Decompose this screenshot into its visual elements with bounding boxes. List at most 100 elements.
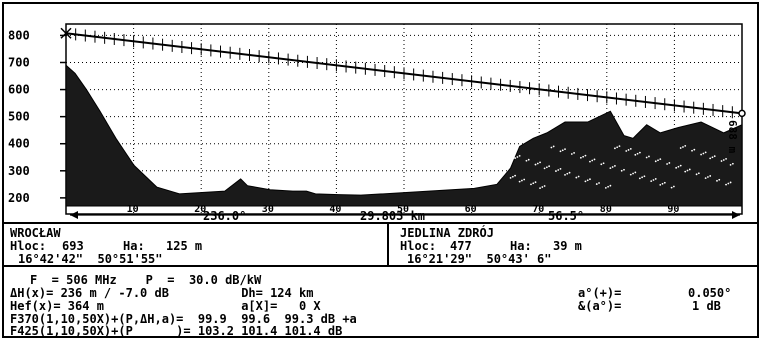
terrain-texture-dot xyxy=(518,155,521,157)
param-line-f370: F370(1,10,50X)+(P,ΔH,a)= 99.9 99.6 99.3 … xyxy=(10,312,357,326)
terrain-texture-dot xyxy=(709,175,712,177)
terrain-texture-dot xyxy=(652,179,655,181)
terrain-texture-dot xyxy=(514,174,517,177)
site-b-hloc-label: Hloc: xyxy=(400,239,437,253)
right-axis-height-label: 688 m xyxy=(726,120,739,154)
site-b-ha-label: Ha: xyxy=(510,239,532,253)
terrain-texture-dot xyxy=(518,180,521,183)
x-tick-label: 30 xyxy=(262,204,274,215)
terrain-texture-dot xyxy=(570,153,573,155)
terrain-texture-dot xyxy=(691,149,693,152)
x-tick-label: 20 xyxy=(194,204,206,215)
terrain-texture-dot xyxy=(589,160,591,163)
site-a-coords: 16°42'42" 50°51'55" xyxy=(18,252,163,266)
terrain-texture-dot xyxy=(573,152,575,154)
terrain-texture-dot xyxy=(586,179,589,182)
terrain-texture-dot xyxy=(559,150,562,153)
terrain-texture-dot xyxy=(598,182,600,184)
site-b-marker xyxy=(738,109,746,118)
terrain-texture-dot xyxy=(677,165,680,168)
terrain-texture-dot xyxy=(616,146,619,149)
terrain-texture-dot xyxy=(527,158,530,161)
x-tick-label: 60 xyxy=(465,204,477,215)
terrain-texture-dot xyxy=(638,151,641,154)
terrain-texture-dot xyxy=(564,173,566,176)
terrain-texture-dot xyxy=(725,183,727,186)
terrain-texture-dot xyxy=(729,163,732,166)
site-a-hloc-label: Hloc: xyxy=(10,239,47,253)
terrain-texture-dot xyxy=(620,169,623,172)
x-tick-label: 40 xyxy=(329,204,341,215)
right-azimuth-label: 56.5° xyxy=(548,209,585,223)
terrain-texture-dot xyxy=(713,155,716,158)
terrain-texture-dot xyxy=(584,154,587,157)
terrain-texture-dot xyxy=(552,145,555,148)
terrain-texture-dot xyxy=(575,176,578,179)
terrain-texture-dot xyxy=(702,152,705,155)
terrain-texture-dot xyxy=(661,182,664,185)
terrain-texture-dot xyxy=(539,161,541,164)
terrain-texture-dot xyxy=(548,165,551,168)
terrain-texture-dot xyxy=(625,150,628,152)
terrain-texture-dot xyxy=(600,163,603,166)
param-line-delta-h: ΔH(x)= 236 m / -7.0 dB Dh= 124 km xyxy=(10,286,314,300)
terrain-texture-dot xyxy=(654,178,657,180)
left-azimuth-label: 236.0° xyxy=(203,209,247,223)
terrain-texture-dot xyxy=(693,148,696,151)
param-line-frequency: F = 506 MHz P = 30.0 dB/kW xyxy=(30,273,262,287)
terrain-texture-dot xyxy=(682,146,684,148)
terrain-texture-dot xyxy=(593,158,596,161)
terrain-texture-dot xyxy=(511,175,514,178)
terrain-texture-dot xyxy=(684,170,687,173)
terrain-texture-dot xyxy=(536,162,539,165)
terrain-texture-dot xyxy=(566,172,569,175)
terrain-texture-dot xyxy=(679,164,682,167)
terrain-texture-dot xyxy=(602,162,605,165)
terrain-texture-dot xyxy=(725,157,727,160)
terrain-texture-dot xyxy=(704,151,707,154)
angle-correction-value: 1 dB xyxy=(692,299,721,313)
terrain-texture-dot xyxy=(502,172,505,174)
terrain-texture-dot xyxy=(700,153,703,156)
y-tick-label: 700 xyxy=(8,55,30,69)
terrain-texture-dot xyxy=(707,176,709,178)
terrain-texture-dot xyxy=(557,169,560,171)
x-tick-label: 10 xyxy=(127,204,139,215)
terrain-texture-dot xyxy=(514,157,517,159)
distance-scale-right-arrow xyxy=(732,211,740,219)
terrain-texture-dot xyxy=(629,147,632,150)
terrain-texture-dot xyxy=(509,176,512,179)
terrain-texture-dot xyxy=(629,173,632,176)
terrain-texture-dot xyxy=(564,148,566,151)
y-tick-label: 300 xyxy=(8,164,30,178)
terrain-texture-dot xyxy=(684,144,687,147)
distance-label: 29.803 km xyxy=(360,209,426,223)
terrain-texture-dot xyxy=(675,166,678,169)
terrain-texture-dot xyxy=(545,166,548,169)
terrain-texture-dot xyxy=(618,145,621,148)
y-tick-label: 600 xyxy=(8,83,30,97)
terrain-texture-dot xyxy=(679,147,682,149)
terrain-texture-dot xyxy=(638,177,641,180)
terrain-texture-dot xyxy=(539,187,541,190)
y-tick-label: 800 xyxy=(8,28,30,42)
terrain-texture-dot xyxy=(589,178,591,181)
terrain-texture-dot xyxy=(722,159,725,161)
terrain-texture-dot xyxy=(543,167,546,170)
terrain-texture-dot xyxy=(659,158,662,161)
terrain-texture-dot xyxy=(729,181,732,184)
terrain-texture-dot xyxy=(688,168,691,171)
terrain-texture-dot xyxy=(579,156,582,159)
terrain-texture-dot xyxy=(555,170,557,172)
angle-value: 0.050° xyxy=(688,286,732,300)
param-line-hef: Hef(x)= 364 m a[X]= 0 X xyxy=(10,299,321,313)
terrain-texture-dot xyxy=(609,167,612,169)
terrain-texture-dot xyxy=(643,175,646,178)
terrain-texture-dot xyxy=(523,178,526,181)
terrain-texture-dot xyxy=(568,171,571,174)
terrain-texture-dot xyxy=(611,166,614,168)
terrain-texture-dot xyxy=(525,159,528,162)
site-b-coords: 16°21'29" 50°43' 6" xyxy=(407,252,552,266)
